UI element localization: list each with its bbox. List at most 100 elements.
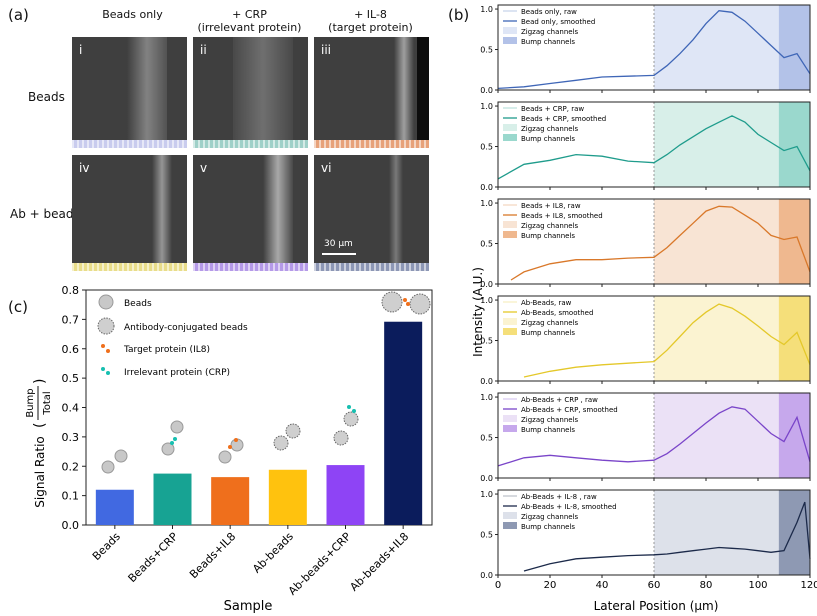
x-tick-label: 120 bbox=[800, 580, 817, 591]
legend-label: Beads + CRP, smoothed bbox=[521, 115, 606, 123]
profile-legend: Ab-Beads + CRP , raw Ab-Beads + CRP, smoo… bbox=[503, 396, 618, 434]
x-tick-label: 0 bbox=[495, 580, 501, 591]
row-header-ab-beads: Ab + beads bbox=[10, 207, 80, 221]
legend-swatch bbox=[503, 27, 517, 34]
profile-line bbox=[497, 406, 811, 467]
y-tick-label: 0.5 bbox=[480, 143, 493, 152]
scale-bar bbox=[322, 253, 356, 255]
bead-icon bbox=[101, 460, 115, 474]
y-tick-label: 0.0 bbox=[480, 377, 493, 386]
il8-icon bbox=[234, 438, 238, 442]
legend-label: Ab-Beads + IL-8 , raw bbox=[521, 493, 597, 501]
crp-icon bbox=[101, 367, 105, 371]
y-tick-label: 0.0 bbox=[480, 280, 493, 289]
profile-panel: 0.0 0.5 1.0 Beads only, raw Bead only, smoot… bbox=[480, 4, 811, 95]
zigzag-region bbox=[654, 199, 779, 284]
profile-line bbox=[497, 10, 811, 90]
col-header-line2: (irrelevant protein) bbox=[197, 21, 302, 34]
x-tick-label: 100 bbox=[748, 580, 767, 591]
profile-legend: Beads + CRP, raw Beads + CRP, smoothed Zig… bbox=[503, 105, 606, 143]
profile-legend: Beads only, raw Bead only, smoothed Zigzag… bbox=[503, 8, 595, 46]
y-tick-label: 0.0 bbox=[480, 571, 493, 580]
antibody-bead-icon bbox=[343, 411, 359, 427]
y-tick-label: 0.3 bbox=[62, 431, 80, 444]
y-tick-label: 0.0 bbox=[62, 519, 80, 532]
bump-region bbox=[778, 5, 810, 90]
bead-glow bbox=[127, 37, 167, 148]
y-tick-label: 0.5 bbox=[480, 240, 493, 249]
ylabel-numerator: Bump bbox=[25, 388, 36, 417]
profiles-ylabel: Intensity (A.U.) bbox=[471, 267, 485, 357]
legend-label: Bump channels bbox=[521, 232, 575, 240]
micrograph-v: v bbox=[193, 155, 308, 271]
col-header-line1: + IL-8 bbox=[354, 8, 387, 21]
y-tick-label: 1.0 bbox=[480, 199, 493, 208]
legend-label: Ab-Beads + IL-8, smoothed bbox=[521, 503, 617, 511]
micrograph-iv: iv bbox=[72, 155, 187, 271]
zigzag-region bbox=[654, 5, 779, 90]
bead-glow bbox=[394, 37, 414, 148]
bar-ab-beads-plus-il8 bbox=[384, 321, 423, 525]
legend-swatch bbox=[503, 512, 517, 519]
x-tick-label: Beads+IL8 bbox=[187, 530, 238, 581]
y-tick-label: 0.0 bbox=[480, 86, 493, 95]
bead-icon bbox=[161, 442, 175, 456]
legend-swatch bbox=[503, 221, 517, 228]
channel-strip bbox=[314, 140, 429, 148]
profile-panel: 0.0 0.5 1.0 Ab-Beads, raw Ab-Beads, smoothed… bbox=[480, 295, 811, 386]
scale-bar-label: 30 μm bbox=[324, 239, 353, 249]
il8-icon bbox=[106, 349, 110, 353]
profile-line bbox=[497, 115, 811, 180]
zigzag-region bbox=[654, 296, 779, 381]
bar-ab-beads-plus-crp bbox=[326, 465, 365, 525]
antibody-bead-icon bbox=[273, 435, 289, 451]
channel-strip bbox=[193, 263, 308, 271]
col-header-line2: (target protein) bbox=[328, 21, 413, 34]
antibody-bead-icon bbox=[285, 423, 301, 439]
y-tick-label: 1.0 bbox=[480, 102, 493, 111]
legend-label: Zigzag channels bbox=[521, 513, 579, 521]
y-tick-label: 1.0 bbox=[480, 490, 493, 499]
profile-line bbox=[523, 501, 811, 572]
y-tick-label: 0.7 bbox=[62, 313, 80, 326]
dark-edge bbox=[417, 37, 429, 148]
legend-label: Zigzag channels bbox=[521, 319, 579, 327]
bump-region bbox=[778, 102, 810, 187]
panel-b-letter: (b) bbox=[448, 6, 470, 24]
ylabel-denominator: Total bbox=[42, 391, 53, 415]
zigzag-region bbox=[654, 393, 779, 478]
y-tick-label: 0.5 bbox=[62, 372, 80, 385]
y-tick-label: 1.0 bbox=[480, 5, 493, 14]
antibody-bead-icon bbox=[333, 430, 349, 446]
col-header-il8: + IL-8 (target protein) bbox=[313, 8, 428, 34]
bead-glow bbox=[233, 37, 293, 148]
y-tick-label: 0.0 bbox=[480, 183, 493, 192]
y-tick-label: 1.0 bbox=[480, 393, 493, 402]
il8-icon bbox=[406, 302, 410, 306]
micrograph-label: i bbox=[79, 43, 83, 57]
bead-glow bbox=[152, 155, 172, 271]
col-header-beads-only: Beads only bbox=[80, 8, 185, 21]
legend-label: Ab-Beads, smoothed bbox=[521, 309, 593, 317]
legend-swatch bbox=[503, 124, 517, 131]
x-tick-label: Ab-beads+CRP bbox=[286, 530, 354, 598]
il8-icon bbox=[403, 298, 407, 302]
channel-strip bbox=[72, 263, 187, 271]
panel-a-letter: (a) bbox=[8, 6, 29, 24]
legend-label: Ab-Beads, raw bbox=[521, 299, 572, 307]
col-header-crp: + CRP (irrelevant protein) bbox=[192, 8, 307, 34]
crp-icon bbox=[170, 441, 174, 445]
col-header-line1: + CRP bbox=[232, 8, 267, 21]
il8-icon bbox=[228, 445, 232, 449]
x-tick-label: Beads+CRP bbox=[126, 530, 181, 585]
y-tick-label: 1.0 bbox=[480, 296, 493, 305]
legend-label: Zigzag channels bbox=[521, 125, 579, 133]
y-tick-label: 0.2 bbox=[62, 460, 80, 473]
x-tick-label: 40 bbox=[596, 580, 609, 591]
crp-icon bbox=[173, 437, 177, 441]
antibody-bead-icon bbox=[381, 291, 403, 313]
zigzag-region bbox=[654, 102, 779, 187]
legend-swatch bbox=[503, 134, 517, 141]
